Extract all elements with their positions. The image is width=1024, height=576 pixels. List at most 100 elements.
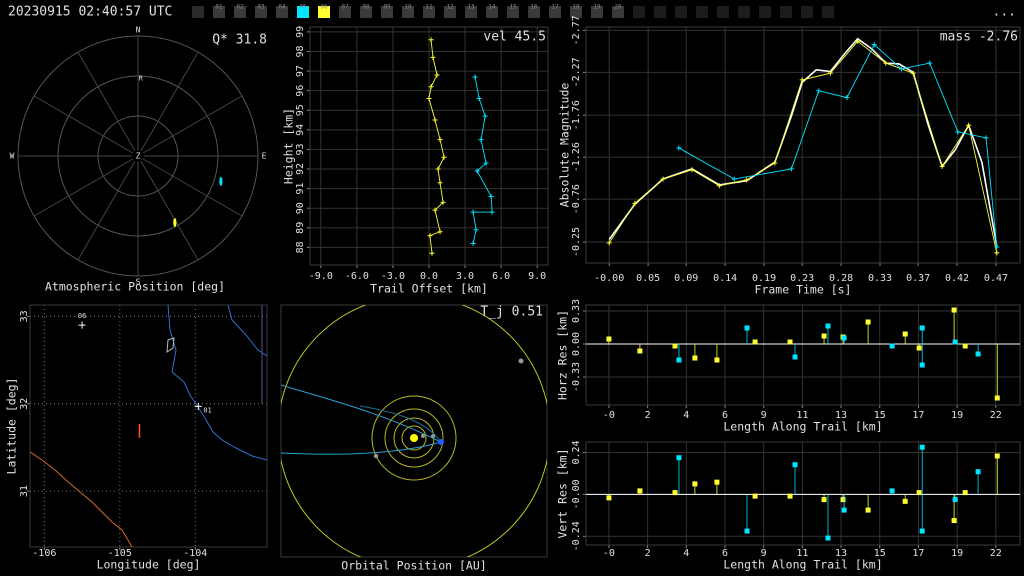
point-marker bbox=[437, 180, 443, 186]
x-tick-label: 9 bbox=[761, 410, 767, 421]
stem-marker bbox=[919, 444, 925, 450]
point-marker bbox=[744, 177, 750, 183]
x-tick-label: 22 bbox=[990, 410, 1002, 421]
camera-box[interactable] bbox=[318, 6, 330, 18]
river bbox=[30, 451, 133, 547]
y-axis-label: Height [km] bbox=[282, 108, 296, 184]
x-tick-label: -0 bbox=[603, 548, 615, 559]
menu-button[interactable]: ... bbox=[993, 5, 1016, 20]
stem-marker bbox=[919, 325, 925, 331]
camera-box bbox=[633, 6, 645, 18]
camera-box bbox=[738, 6, 750, 18]
y-tick-label: 33 bbox=[19, 310, 30, 322]
grid-spoke bbox=[33, 158, 134, 217]
stem-marker bbox=[672, 490, 678, 496]
camera-box[interactable] bbox=[486, 6, 498, 18]
point-marker bbox=[434, 72, 440, 78]
point-marker bbox=[426, 95, 432, 101]
x-tick-label: 15 bbox=[874, 410, 886, 421]
point-marker bbox=[676, 145, 682, 151]
y-tick-label: 31 bbox=[19, 485, 30, 497]
y-tick-label: 0.24 bbox=[571, 440, 582, 464]
stem-marker bbox=[975, 351, 981, 357]
camera-box[interactable] bbox=[276, 6, 288, 18]
sun bbox=[410, 434, 418, 442]
x-tick-label: -3.0 bbox=[381, 271, 405, 282]
camera-box[interactable] bbox=[297, 6, 309, 18]
camera-label: 12 bbox=[446, 4, 454, 11]
camera-box[interactable] bbox=[507, 6, 519, 18]
point-marker bbox=[470, 209, 476, 215]
chart-title: Atmospheric Position [deg] bbox=[45, 280, 225, 294]
camera-box[interactable] bbox=[339, 6, 351, 18]
camera-box[interactable] bbox=[402, 6, 414, 18]
camera-box[interactable] bbox=[423, 6, 435, 18]
chart-title: Orbital Position [AU] bbox=[341, 559, 486, 573]
point-marker bbox=[489, 209, 495, 215]
camera-box bbox=[192, 6, 204, 18]
y-tick-label: 96 bbox=[295, 85, 306, 97]
point-marker bbox=[428, 84, 434, 90]
plot-frame bbox=[585, 304, 1021, 406]
point-marker bbox=[983, 135, 989, 141]
camera-box[interactable] bbox=[213, 6, 225, 18]
y-axis-label: Vert Res [km] bbox=[556, 448, 570, 538]
point-marker bbox=[855, 38, 861, 44]
x-tick-label: 0.28 bbox=[829, 273, 853, 284]
y-tick-label: -1.76 bbox=[571, 100, 582, 130]
point-marker bbox=[470, 240, 476, 246]
camera-label: 06 bbox=[320, 4, 328, 11]
camera-box[interactable] bbox=[549, 6, 561, 18]
y-tick-label: 89 bbox=[295, 222, 306, 234]
grid-spoke bbox=[77, 160, 136, 261]
camera-box bbox=[654, 6, 666, 18]
camera-box bbox=[801, 6, 813, 18]
stem-marker bbox=[994, 395, 1000, 401]
timestamp: 20230915 02:40:57 UTC bbox=[8, 5, 172, 20]
y-tick-label: 32 bbox=[19, 398, 30, 410]
camera-box bbox=[822, 6, 834, 18]
camera-label: 11 bbox=[425, 4, 433, 11]
camera-box[interactable] bbox=[591, 6, 603, 18]
station-marker bbox=[194, 402, 202, 410]
x-tick-label: 11 bbox=[796, 548, 808, 559]
camera-box[interactable] bbox=[381, 6, 393, 18]
y-tick-label: -0.33 bbox=[571, 362, 582, 392]
point-marker bbox=[689, 167, 695, 173]
camera-box[interactable] bbox=[528, 6, 540, 18]
stem-marker bbox=[951, 307, 957, 313]
planet bbox=[373, 453, 379, 459]
x-tick-label: 0.47 bbox=[984, 273, 1008, 284]
plot-frame bbox=[309, 26, 549, 266]
camera-box[interactable] bbox=[234, 6, 246, 18]
x-tick-label: 9 bbox=[761, 548, 767, 559]
camera-label: 03 bbox=[257, 4, 265, 11]
direction-label: N bbox=[136, 26, 141, 35]
stem-marker bbox=[919, 528, 925, 534]
point-marker bbox=[939, 163, 945, 169]
camera-box bbox=[759, 6, 771, 18]
x-tick-label: 0.14 bbox=[713, 273, 737, 284]
y-tick-label: 0.33 bbox=[571, 299, 582, 323]
y-tick-label: 88 bbox=[295, 241, 306, 253]
y-tick-label: -0.76 bbox=[571, 184, 582, 214]
x-tick-label: 3.0 bbox=[456, 271, 474, 282]
camera-box[interactable] bbox=[444, 6, 456, 18]
camera-box[interactable] bbox=[465, 6, 477, 18]
y-tick-label: 92 bbox=[295, 163, 306, 175]
stem-marker bbox=[744, 528, 750, 534]
camera-box[interactable] bbox=[360, 6, 372, 18]
y-tick-label: 93 bbox=[295, 143, 306, 155]
x-tick-label: 17 bbox=[912, 410, 924, 421]
point-marker bbox=[899, 66, 905, 72]
x-tick-label: 4 bbox=[683, 548, 689, 559]
camera-box[interactable] bbox=[612, 6, 624, 18]
y-tick-label: 95 bbox=[295, 104, 306, 116]
x-tick-label: 19 bbox=[951, 548, 963, 559]
camera-box[interactable] bbox=[255, 6, 267, 18]
plot-frame bbox=[585, 441, 1021, 546]
x-axis-label: Trail Offset [km] bbox=[370, 282, 488, 296]
camera-box[interactable] bbox=[570, 6, 582, 18]
